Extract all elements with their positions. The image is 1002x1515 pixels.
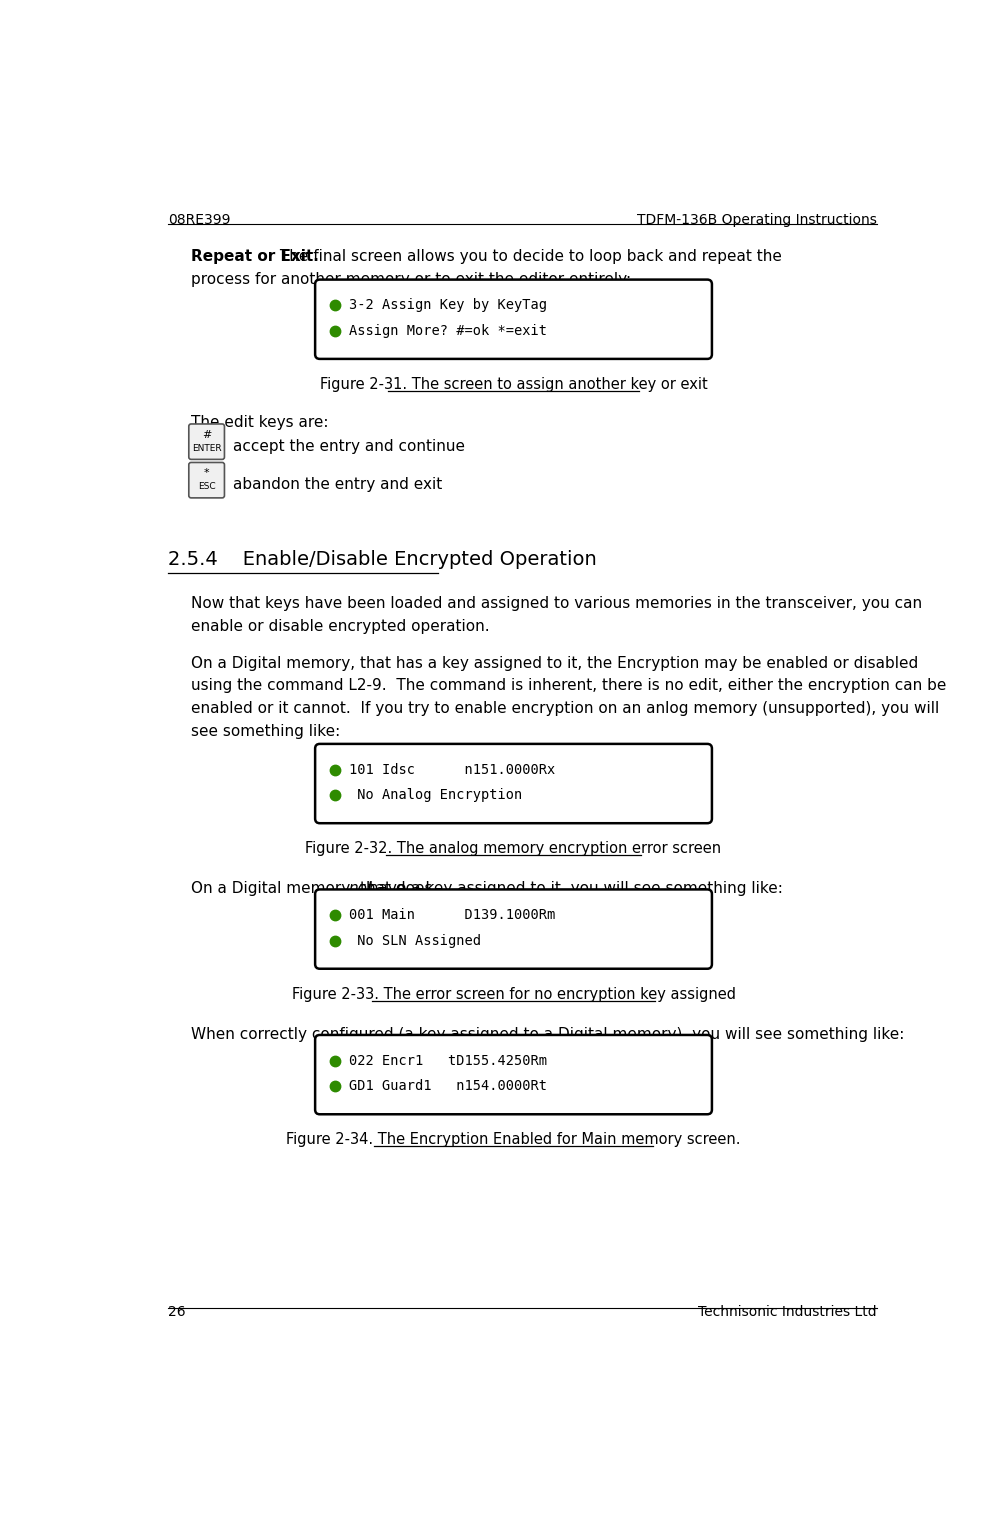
Text: Now that keys have been loaded and assigned to various memories in the transceiv: Now that keys have been loaded and assig…: [191, 597, 922, 612]
Text: *: *: [203, 468, 209, 479]
Text: The final screen allows you to decide to loop back and repeat the: The final screen allows you to decide to…: [275, 248, 782, 264]
FancyBboxPatch shape: [315, 1035, 712, 1114]
Text: No Analog Encryption: No Analog Encryption: [350, 788, 522, 803]
Text: Technisonic Industries Ltd: Technisonic Industries Ltd: [698, 1304, 877, 1320]
Text: The edit keys are:: The edit keys are:: [191, 415, 329, 430]
Text: see something like:: see something like:: [191, 724, 341, 739]
Text: using the command L2-9.  The command is inherent, there is no edit, either the e: using the command L2-9. The command is i…: [191, 679, 947, 694]
Text: Figure 2-34. The Encryption Enabled for Main memory screen.: Figure 2-34. The Encryption Enabled for …: [287, 1132, 740, 1147]
Text: accept the entry and continue: accept the entry and continue: [233, 439, 465, 454]
Text: 2.5.4    Enable/Disable Encrypted Operation: 2.5.4 Enable/Disable Encrypted Operation: [168, 550, 596, 570]
Text: 08RE399: 08RE399: [168, 212, 230, 227]
Text: When correctly configured (a key assigned to a Digital memory), you will see som: When correctly configured (a key assigne…: [191, 1027, 905, 1042]
FancyBboxPatch shape: [315, 744, 712, 823]
Text: GD1 Guard1   n154.0000Rt: GD1 Guard1 n154.0000Rt: [350, 1079, 547, 1094]
Text: On a Digital memory, that does: On a Digital memory, that does: [191, 882, 438, 897]
Text: process for another memory or to exit the editor entirely:: process for another memory or to exit th…: [191, 271, 631, 286]
Text: enabled or it cannot.  If you try to enable encryption on an anlog memory (unsup: enabled or it cannot. If you try to enab…: [191, 701, 939, 717]
Text: ENTER: ENTER: [191, 444, 221, 453]
Text: 3-2 Assign Key by KeyTag: 3-2 Assign Key by KeyTag: [350, 298, 547, 312]
Text: 001 Main      D139.1000Rm: 001 Main D139.1000Rm: [350, 907, 555, 923]
Text: TDFM-136B Operating Instructions: TDFM-136B Operating Instructions: [637, 212, 877, 227]
FancyBboxPatch shape: [315, 889, 712, 968]
Text: Figure 2-32. The analog memory encryption error screen: Figure 2-32. The analog memory encryptio…: [306, 841, 721, 856]
Text: abandon the entry and exit: abandon the entry and exit: [233, 477, 442, 492]
Text: No SLN Assigned: No SLN Assigned: [350, 933, 481, 948]
Text: On a Digital memory, that has a key assigned to it, the Encryption may be enable: On a Digital memory, that has a key assi…: [191, 656, 919, 671]
Text: Figure 2-31. The screen to assign another key or exit: Figure 2-31. The screen to assign anothe…: [320, 377, 707, 392]
Text: enable or disable encrypted operation.: enable or disable encrypted operation.: [191, 620, 490, 635]
FancyBboxPatch shape: [188, 462, 224, 498]
Text: #: #: [202, 430, 211, 439]
Text: Assign More? #=ok *=exit: Assign More? #=ok *=exit: [350, 324, 547, 338]
FancyBboxPatch shape: [188, 424, 224, 459]
Text: not: not: [349, 882, 374, 897]
FancyBboxPatch shape: [315, 280, 712, 359]
Text: have a key assigned to it, you will see something like:: have a key assigned to it, you will see …: [364, 882, 784, 897]
Text: ESC: ESC: [197, 482, 215, 491]
Text: Figure 2-33. The error screen for no encryption key assigned: Figure 2-33. The error screen for no enc…: [292, 986, 735, 1001]
Text: 101 Idsc      n151.0000Rx: 101 Idsc n151.0000Rx: [350, 762, 555, 777]
Text: 022 Encr1   tD155.4250Rm: 022 Encr1 tD155.4250Rm: [350, 1053, 547, 1068]
Text: Repeat or Exit.: Repeat or Exit.: [191, 248, 319, 264]
Text: 26: 26: [168, 1304, 185, 1320]
